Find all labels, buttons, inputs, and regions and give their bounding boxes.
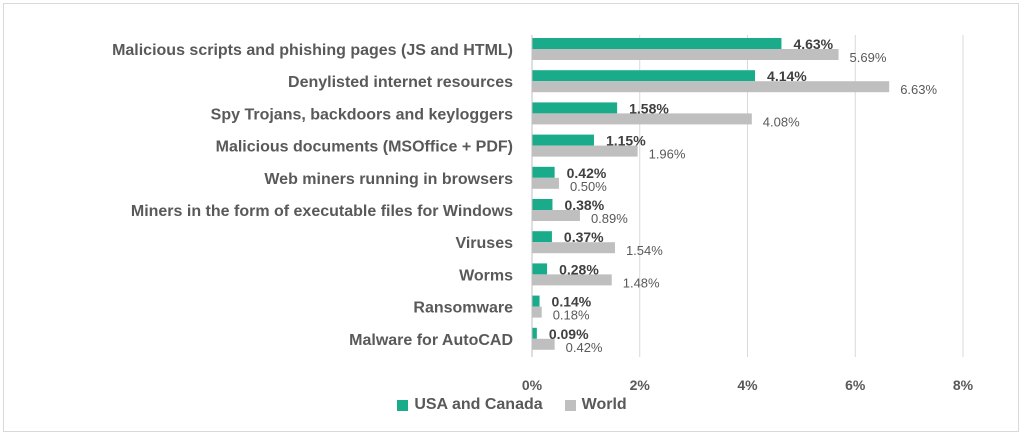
- category-label: Denylisted internet resources: [288, 74, 513, 91]
- data-label-world: 1.48%: [623, 275, 660, 290]
- data-label-usa-canada: 1.58%: [629, 100, 669, 116]
- data-label-usa-canada: 0.42%: [567, 165, 607, 181]
- data-label-world: 1.96%: [649, 147, 686, 162]
- data-label-usa-canada: 4.63%: [793, 36, 833, 52]
- x-tick-label: 0%: [522, 377, 543, 393]
- legend-item-world: World: [564, 396, 627, 414]
- x-tick-label: 2%: [630, 377, 651, 393]
- x-tick-label: 4%: [737, 377, 758, 393]
- data-label-world: 5.69%: [850, 50, 887, 65]
- bar-world: [532, 145, 638, 157]
- bar-usa-canada: [532, 38, 782, 49]
- bar-usa-canada: [532, 102, 618, 114]
- x-tick-label: 6%: [845, 377, 866, 393]
- data-label-usa-canada: 0.28%: [559, 261, 599, 277]
- data-label-usa-canada: 0.14%: [552, 294, 592, 310]
- category-label: Malicious documents (MSOffice + PDF): [216, 139, 513, 156]
- bar-usa-canada: [532, 327, 537, 339]
- legend-swatch-usa-canada: [397, 399, 409, 411]
- bar-usa-canada: [532, 134, 594, 146]
- data-label-world: 0.18%: [553, 308, 590, 323]
- data-label-world: 0.50%: [570, 179, 607, 194]
- category-label: Malicious scripts and phishing pages (JS…: [112, 42, 513, 59]
- bar-world: [532, 306, 542, 318]
- x-tick-label: 8%: [953, 377, 974, 393]
- bar-usa-canada: [532, 166, 555, 178]
- data-label-world: 4.08%: [763, 114, 800, 129]
- data-label-world: 6.63%: [900, 82, 937, 97]
- legend-item-usa-canada: USA and Canada: [397, 396, 543, 414]
- bar-world: [532, 113, 752, 125]
- bar-usa-canada: [532, 199, 553, 210]
- bar-world: [532, 49, 839, 60]
- category-label: Miners in the form of executable files f…: [131, 203, 513, 220]
- legend-label-usa-canada: USA and Canada: [414, 396, 543, 413]
- data-label-world: 0.42%: [566, 340, 603, 355]
- bar-usa-canada: [532, 295, 540, 307]
- legend: USA and Canada World: [0, 396, 1024, 414]
- chart-frame: [3, 3, 1019, 432]
- bar-world: [532, 274, 612, 286]
- data-label-world: 1.54%: [626, 243, 663, 258]
- category-label: Worms: [459, 267, 513, 284]
- legend-swatch-world: [564, 399, 576, 411]
- category-label: Web miners running in browsers: [264, 171, 513, 188]
- category-label: Malware for AutoCAD: [349, 332, 513, 349]
- category-label: Spy Trojans, backdoors and keyloggers: [211, 106, 513, 123]
- data-label-usa-canada: 0.38%: [564, 197, 604, 213]
- data-label-world: 0.89%: [591, 211, 628, 226]
- bar-world: [532, 242, 615, 254]
- data-label-usa-canada: 4.14%: [767, 68, 807, 84]
- bar-world: [532, 210, 580, 221]
- category-label: Viruses: [455, 235, 513, 252]
- bar-world: [532, 177, 559, 189]
- data-label-usa-canada: 0.09%: [549, 326, 589, 342]
- data-label-usa-canada: 0.37%: [564, 229, 604, 245]
- bar-world: [532, 81, 890, 93]
- data-label-usa-canada: 1.15%: [606, 133, 646, 149]
- bar-usa-canada: [532, 70, 756, 82]
- bar-world: [532, 338, 555, 350]
- legend-label-world: World: [581, 396, 627, 413]
- bar-usa-canada: [532, 263, 548, 275]
- category-label: Ransomware: [413, 300, 513, 317]
- bar-usa-canada: [532, 231, 552, 243]
